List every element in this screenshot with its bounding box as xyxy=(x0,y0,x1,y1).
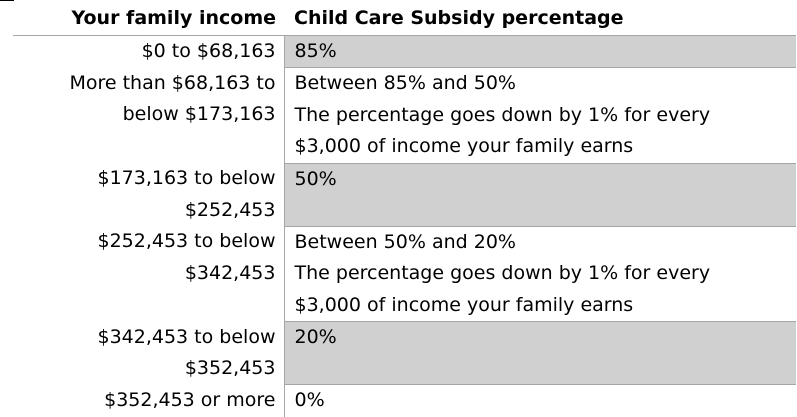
income-text: $0 to $68,163 xyxy=(141,39,276,62)
percentage-cell: 20% xyxy=(283,321,796,385)
percentage-text: $3,000 of income your family earns xyxy=(294,293,634,316)
percentage-text: 20% xyxy=(294,326,337,348)
percentage-cell: 50% xyxy=(283,163,796,227)
income-text: $252,453 xyxy=(184,198,276,221)
income-cell: $252,453 to below $342,453 xyxy=(13,226,284,322)
income-text: More than $68,163 to xyxy=(69,71,276,94)
table-row: $352,453 or more 0% xyxy=(13,384,796,417)
percentage-text: Between 50% and 20% xyxy=(294,230,516,253)
table-row: $173,163 to below $252,453 50% xyxy=(13,163,796,227)
income-text: $342,453 xyxy=(184,261,276,284)
income-text: $342,453 to below xyxy=(97,325,276,348)
percentage-text: 0% xyxy=(294,389,325,411)
income-text: $173,163 to below xyxy=(97,167,276,189)
income-cell: $352,453 or more xyxy=(13,385,284,417)
percentage-text: 50% xyxy=(294,167,337,190)
income-text: $252,453 to below xyxy=(97,230,276,252)
table-row: $0 to $68,163 85% xyxy=(13,35,796,68)
table-row: $252,453 to below $342,453 Between 50% a… xyxy=(13,226,796,322)
income-cell: $173,163 to below $252,453 xyxy=(13,163,284,226)
table-row: $342,453 to below $352,453 20% xyxy=(13,321,796,385)
income-header: Your family income xyxy=(13,3,284,36)
header-row: Your family income Child Care Subsidy pe… xyxy=(13,3,796,36)
income-cell: More than $68,163 to below $173,163 xyxy=(13,68,284,164)
percentage-cell: 0% xyxy=(283,384,796,417)
percentage-cell: Between 85% and 50% The percentage goes … xyxy=(283,67,796,164)
table-row: More than $68,163 to below $173,163 Betw… xyxy=(13,67,796,164)
income-cell: $342,453 to below $352,453 xyxy=(13,322,284,385)
income-text: $352,453 or more xyxy=(104,388,276,411)
percentage-cell: Between 50% and 20% The percentage goes … xyxy=(283,226,796,322)
corner-mark xyxy=(0,0,14,1)
percentage-text: 85% xyxy=(294,39,337,62)
percentage-text: The percentage goes down by 1% for every xyxy=(294,262,711,284)
percentage-header: Child Care Subsidy percentage xyxy=(284,3,796,36)
income-text: $352,453 xyxy=(184,357,276,379)
subsidy-table: Your family income Child Care Subsidy pe… xyxy=(13,3,796,417)
percentage-text: Between 85% and 50% xyxy=(294,72,516,94)
percentage-text: The percentage goes down by 1% for every xyxy=(294,103,711,126)
percentage-text: $3,000 of income your family earns xyxy=(294,135,634,157)
income-text: below $173,163 xyxy=(122,103,276,125)
income-cell: $0 to $68,163 xyxy=(13,35,284,68)
percentage-cell: 85% xyxy=(283,35,796,68)
